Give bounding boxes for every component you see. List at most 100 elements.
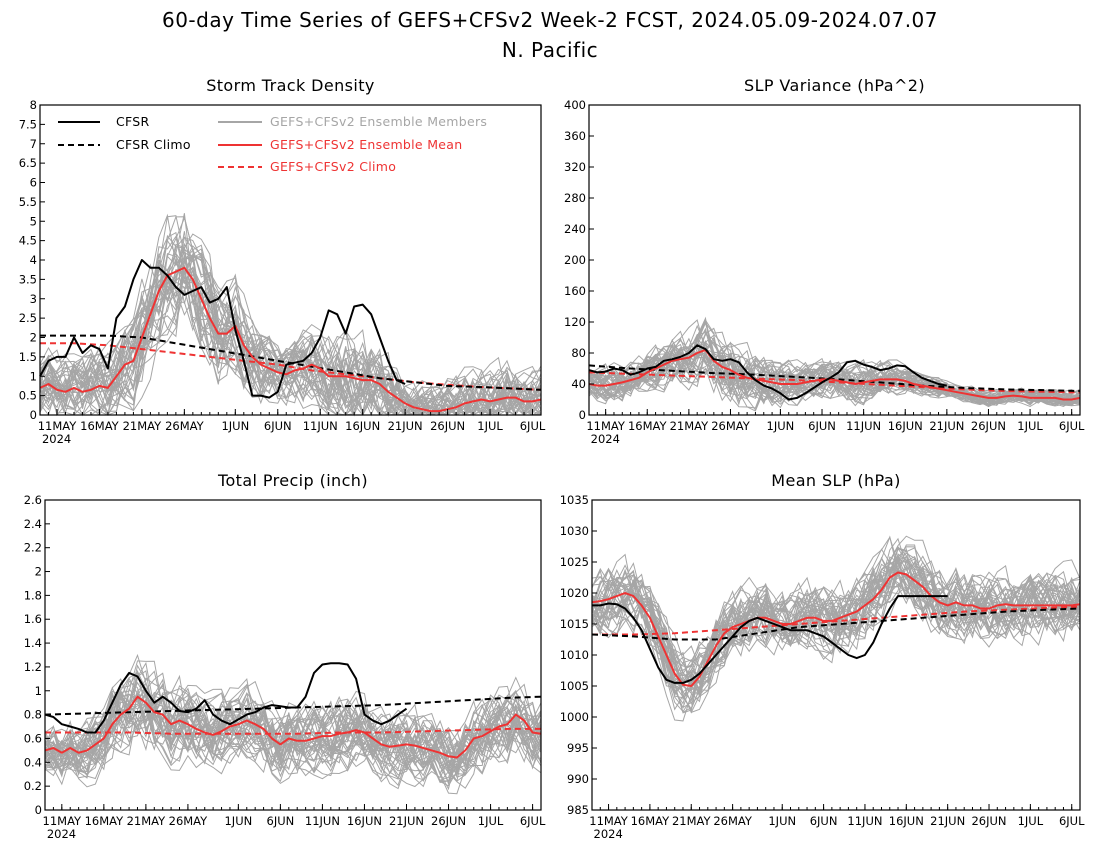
slp-variance-ytick-label: 360 <box>564 129 586 143</box>
slp-variance-ensemble-mean-line <box>588 348 1081 401</box>
mean-slp-member-line <box>591 537 1081 712</box>
mean-slp-xtick-label: 21JUN <box>930 814 965 828</box>
storm-track-density-ytick-label: 0 <box>30 408 37 422</box>
storm-track-density-xtick-label: 1JUL <box>477 419 503 433</box>
storm-track-density-xtick-label: 26JUN <box>430 419 465 433</box>
storm-track-density-ytick-label: 5.5 <box>19 195 37 209</box>
total-precip-cfsr-line <box>44 662 408 734</box>
storm-track-density-member-line <box>39 279 542 416</box>
total-precip-ytick-label: 2.2 <box>24 541 42 555</box>
total-precip-xtick-label: 26JUN <box>431 814 466 828</box>
slp-variance-xtick-label: 1JUN <box>767 419 795 433</box>
storm-track-density-xtick-label: 6JUN <box>264 419 292 433</box>
mean-slp-ensemble-mean-line <box>591 571 1081 687</box>
storm-track-density-ytick-label: 1.5 <box>19 350 37 364</box>
total-precip-frame <box>44 499 542 811</box>
total-precip-xtick-label: 26MAY <box>169 814 209 828</box>
slp-variance-ytick-label: 40 <box>571 377 586 391</box>
legend-climo-label: GEFS+CFSv2 Climo <box>270 159 396 174</box>
slp-variance-xtick-label: 21JUN <box>929 419 964 433</box>
slp-variance-ytick-label: 400 <box>564 98 586 112</box>
panel-storm-track-density: Storm Track Density 0 0.5 1 1.5 2 2.5 3 3.5 4 4.5 5… <box>19 76 546 446</box>
total-precip-member-line <box>44 687 542 781</box>
mean-slp-xtick-label: 6JUL <box>1059 814 1085 828</box>
mean-slp-ytick-label: 995 <box>567 741 589 755</box>
total-precip-ytick-label: 1.4 <box>24 636 42 650</box>
mean-slp-member-line <box>591 559 1081 688</box>
total-precip-ytick-label: 2.4 <box>24 517 42 531</box>
total-precip-member-line <box>44 683 542 783</box>
total-precip-gefs-climo-line <box>45 727 541 735</box>
mean-slp-cfsr-line <box>592 595 948 684</box>
storm-track-density-ytick-label: 3.5 <box>19 272 37 286</box>
legend-members-label: GEFS+CFSv2 Ensemble Members <box>270 114 487 129</box>
mean-slp-xtick-label: 11JUN <box>847 814 882 828</box>
storm-track-density-cfsr-line <box>39 259 406 399</box>
mean-slp-ytick-label: 985 <box>567 803 589 817</box>
slp-variance-cfsr-line <box>588 344 947 401</box>
total-precip-ytick-label: 1.6 <box>24 612 42 626</box>
storm-track-density-cfsr-climo-line <box>40 334 542 391</box>
total-precip-xtick-label: 16JUN <box>347 814 382 828</box>
storm-track-density-member-line <box>39 213 542 417</box>
storm-track-density-xtick-label: 21MAY <box>123 419 163 433</box>
total-precip-year-label: 2024 <box>47 827 76 841</box>
storm-track-density-ytick-label: 6.5 <box>19 156 37 170</box>
storm-track-density-xtick-label: 6JUL <box>520 419 546 433</box>
mean-slp-title: Mean SLP (hPa) <box>771 471 900 490</box>
storm-track-density-ytick-label: 4.5 <box>19 234 37 248</box>
mean-slp-xtick-label: 1JUN <box>768 814 796 828</box>
storm-track-density-ytick-label: 7.5 <box>19 117 37 131</box>
slp-variance-cfsr-climo-line <box>588 364 1081 392</box>
total-precip-ytick-label: 1.8 <box>24 588 42 602</box>
storm-track-density-ytick-label: 3 <box>30 292 37 306</box>
slp-variance-year-label: 2024 <box>591 432 620 446</box>
storm-track-density-member-line <box>39 236 542 417</box>
storm-track-density-ytick-label: 8 <box>30 98 37 112</box>
slp-variance-ytick-label: 280 <box>564 191 586 205</box>
slp-variance-gefs-climo-line <box>588 371 1081 394</box>
storm-track-density-ytick-label: 7 <box>30 137 37 151</box>
slp-variance-xtick-label: 11MAY <box>586 419 626 433</box>
total-precip-member-line <box>44 677 542 772</box>
total-precip-ytick-label: 1.2 <box>24 660 42 674</box>
storm-track-density-xtick-label: 16JUN <box>345 419 380 433</box>
mean-slp-xtick-label: 1JUL <box>1018 814 1044 828</box>
mean-slp-xtick-label: 16MAY <box>631 814 671 828</box>
total-precip-ensemble-members <box>44 653 542 795</box>
slp-variance-xtick-label: 16MAY <box>628 419 668 433</box>
storm-track-density-member-line <box>39 260 541 416</box>
storm-track-density-xtick-label: 26MAY <box>165 419 205 433</box>
total-precip-xtick-label: 6JUL <box>520 814 546 828</box>
total-precip-title: Total Precip (inch) <box>217 471 368 490</box>
slp-variance-member-line <box>588 341 1081 406</box>
slp-variance-xtick-label: 16JUN <box>888 419 923 433</box>
storm-track-density-xtick-label: 21JUN <box>388 419 423 433</box>
storm-track-density-gefs-climo-line <box>40 342 542 391</box>
storm-track-density-title: Storm Track Density <box>206 76 375 95</box>
storm-track-density-ytick-label: 0.5 <box>19 389 37 403</box>
mean-slp-xtick-label: 26JUN <box>971 814 1006 828</box>
total-precip-ytick-label: 0.6 <box>24 731 42 745</box>
panels-group: Storm Track Density 0 0.5 1 1.5 2 2.5 3 3.5 4 4.5 5… <box>19 76 1085 841</box>
panel-mean-slp: Mean SLP (hPa) 985 990 995 1000 1005 1010 1015 1… <box>560 471 1085 841</box>
slp-variance-ytick-label: 240 <box>564 222 586 236</box>
storm-track-density-xtick-label: 16MAY <box>80 419 120 433</box>
total-precip-ytick-label: 0.8 <box>24 708 42 722</box>
slp-variance-ytick-label: 320 <box>564 160 586 174</box>
legend-mean-label: GEFS+CFSv2 Ensemble Mean <box>270 137 462 152</box>
storm-track-density-xtick-label: 11MAY <box>38 419 78 433</box>
slp-variance-xtick-label: 6JUL <box>1059 419 1085 433</box>
mean-slp-ytick-label: 1005 <box>560 679 589 693</box>
mean-slp-xtick-label: 11MAY <box>589 814 629 828</box>
slp-variance-ytick-label: 200 <box>564 253 586 267</box>
slp-variance-ytick-label: 0 <box>579 408 586 422</box>
mean-slp-ytick-label: 1010 <box>560 648 589 662</box>
storm-track-density-ytick-label: 2 <box>30 331 37 345</box>
total-precip-member-line <box>44 691 542 783</box>
slp-variance-member-line <box>588 319 1081 412</box>
total-precip-xtick-label: 6JUN <box>267 814 295 828</box>
total-precip-member-line <box>44 704 542 795</box>
storm-track-density-ytick-label: 6 <box>30 176 37 190</box>
